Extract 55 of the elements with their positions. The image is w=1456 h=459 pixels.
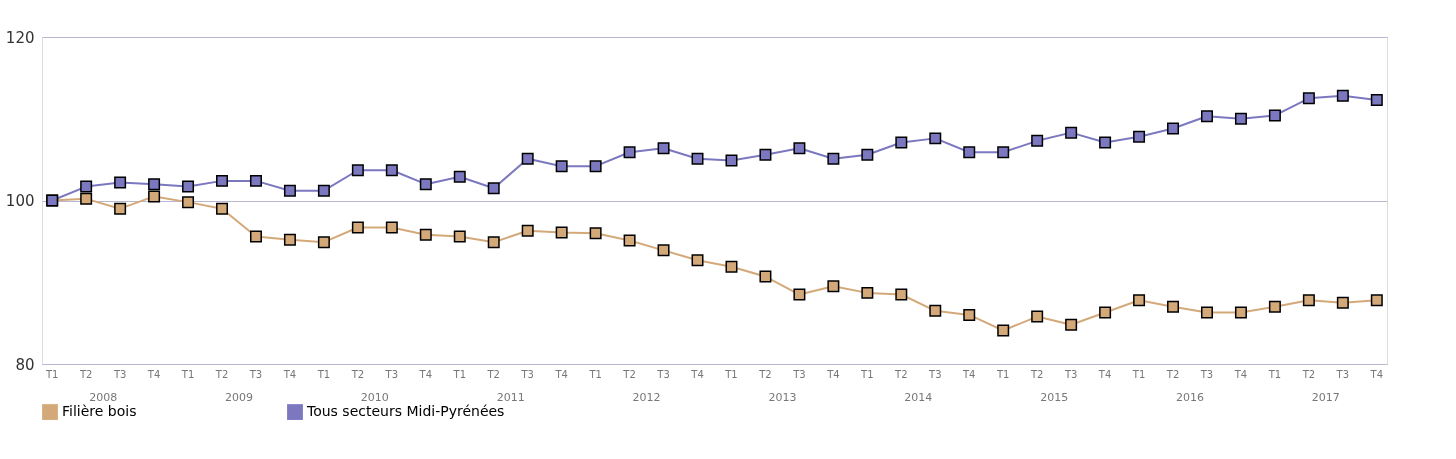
y-tick-label: 100 — [5, 192, 35, 210]
x-tick-label: T2 — [1301, 369, 1316, 380]
text: 2013 — [768, 391, 797, 404]
x-tick-label: T2 — [214, 369, 229, 380]
text: 2009 — [224, 391, 253, 404]
x-tick-label: T1 — [44, 369, 59, 380]
x-tick-label: T1 — [724, 369, 738, 380]
x-tick-label: T1 — [588, 369, 602, 380]
x-tick-label: T1 — [860, 369, 874, 380]
x-tick-label: T1 — [316, 369, 331, 380]
x-tick-label: T3 — [248, 369, 263, 380]
x-tick-label: T2 — [758, 369, 772, 380]
x-tick-label: T1 — [1267, 369, 1282, 380]
x-tick-label: T3 — [520, 369, 534, 380]
x-tick-label: T2 — [622, 369, 636, 380]
x-tick-label: T1 — [180, 369, 195, 380]
x-tick-label: T2 — [350, 369, 365, 380]
text: 2017 — [1311, 391, 1340, 404]
x-tick-label: T4 — [826, 369, 840, 380]
x-tick-label: T4 — [282, 369, 297, 380]
x-tick-label: T4 — [1369, 369, 1384, 380]
x-tick-label: T4 — [1233, 369, 1248, 380]
x-tick-label: T4 — [1097, 369, 1112, 380]
x-tick-label: T4 — [554, 369, 568, 380]
text: 2016 — [1176, 391, 1205, 404]
x-tick-label: T2 — [894, 369, 908, 380]
y-tick-label: 80 — [15, 355, 35, 374]
x-tick-label: T1 — [995, 369, 1010, 380]
x-tick-label: T3 — [792, 369, 806, 380]
x-tick-label: T1 — [1131, 369, 1146, 380]
x-tick-label: T2 — [1165, 369, 1180, 380]
x-tick-label: T4 — [961, 369, 976, 380]
x-tick-label: T2 — [78, 369, 93, 380]
x-tick-label: T2 — [486, 369, 500, 380]
x-tick-label: T3 — [1199, 369, 1214, 380]
legend-label: Tous secteurs Midi-Pyrénées — [306, 403, 505, 420]
x-tick-label: T3 — [928, 369, 942, 380]
y-tick-label: 120 — [5, 28, 35, 47]
legend-label: Filière bois — [62, 403, 137, 420]
text: 2011 — [496, 391, 525, 404]
text: 2012 — [632, 391, 661, 404]
x-tick-label: T3 — [656, 369, 670, 380]
x-tick-label: T2 — [1029, 369, 1044, 380]
text: 2015 — [1040, 391, 1069, 404]
x-tick-label: T3 — [1063, 369, 1078, 380]
x-tick-label: T3 — [384, 369, 399, 380]
x-tick-label: T3 — [1335, 369, 1350, 380]
text: 2010 — [360, 391, 389, 404]
text: 2014 — [904, 391, 933, 404]
x-tick-label: T1 — [452, 369, 467, 380]
x-tick-label: T4 — [690, 369, 704, 380]
x-tick-label: T4 — [146, 369, 161, 380]
x-tick-label: T3 — [112, 369, 127, 380]
x-tick-label: T4 — [418, 369, 433, 380]
text: 2008 — [89, 391, 118, 404]
